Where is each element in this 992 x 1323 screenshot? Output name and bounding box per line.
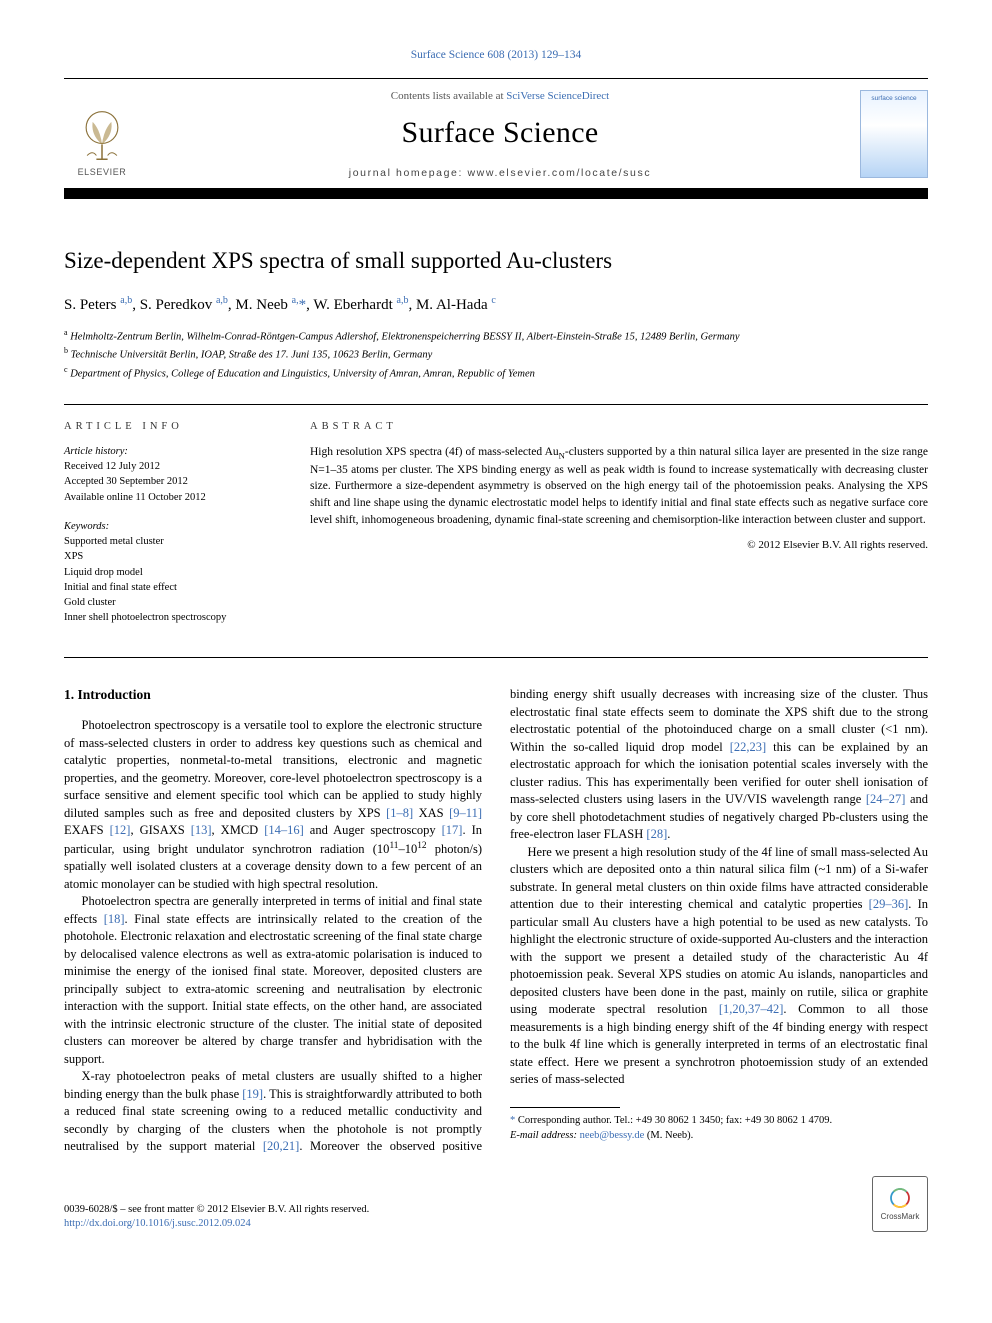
authors-line: S. Peters a,b, S. Peredkov a,b, M. Neeb …	[64, 294, 928, 315]
footnote-email-link[interactable]: neeb@bessy.de	[580, 1130, 645, 1141]
doi-link[interactable]: http://dx.doi.org/10.1016/j.susc.2012.09…	[64, 1218, 251, 1229]
keyword: Supported metal cluster	[64, 536, 164, 547]
crossmark-badge[interactable]: CrossMark	[872, 1176, 928, 1232]
journal-cover-thumbnail: surface science	[860, 90, 928, 178]
contents-available-line: Contents lists available at SciVerse Sci…	[158, 89, 842, 104]
header-black-bar	[64, 189, 928, 199]
footnote-email-who: (M. Neeb).	[644, 1130, 693, 1141]
elsevier-logo: ELSEVIER	[64, 90, 140, 178]
article-info-column: ARTICLE INFO Article history: Received 1…	[64, 419, 274, 640]
cover-thumb-label: surface science	[871, 95, 916, 104]
rule-bottom	[64, 657, 928, 658]
history-line: Available online 11 October 2012	[64, 492, 206, 503]
star-icon: *	[510, 1115, 515, 1126]
article-info-label: ARTICLE INFO	[64, 419, 274, 434]
affiliations: a Helmholtz-Zentrum Berlin, Wilhelm-Conr…	[64, 327, 928, 382]
footer-left: 0039-6028/$ – see front matter © 2012 El…	[64, 1203, 369, 1232]
corresponding-author-footnote: * Corresponding author. Tel.: +49 30 806…	[510, 1114, 928, 1143]
abstract-text: High resolution XPS spectra (4f) of mass…	[310, 444, 928, 528]
journal-header: ELSEVIER Contents lists available at Sci…	[64, 78, 928, 190]
body-two-column: 1. Introduction Photoelectron spectrosco…	[64, 686, 928, 1156]
info-abstract-row: ARTICLE INFO Article history: Received 1…	[64, 405, 928, 658]
article-title: Size-dependent XPS spectra of small supp…	[64, 247, 928, 276]
history-line: Received 12 July 2012	[64, 461, 160, 472]
journal-reference: Surface Science 608 (2013) 129–134	[64, 48, 928, 64]
keywords-block: Keywords: Supported metal cluster XPS Li…	[64, 519, 274, 626]
abstract-label: ABSTRACT	[310, 419, 928, 434]
crossmark-label: CrossMark	[881, 1212, 920, 1223]
crossmark-icon	[888, 1186, 912, 1210]
keyword: XPS	[64, 551, 83, 562]
issn-line: 0039-6028/$ – see front matter © 2012 El…	[64, 1204, 369, 1215]
page-footer: 0039-6028/$ – see front matter © 2012 El…	[64, 1176, 928, 1232]
history-line: Accepted 30 September 2012	[64, 476, 188, 487]
sciencedirect-link[interactable]: SciVerse ScienceDirect	[506, 90, 609, 102]
abstract-copyright: © 2012 Elsevier B.V. All rights reserved…	[310, 538, 928, 554]
elsevier-tree-icon	[74, 107, 130, 163]
abstract-column: ABSTRACT High resolution XPS spectra (4f…	[310, 419, 928, 640]
keyword: Gold cluster	[64, 597, 116, 608]
journal-title: Surface Science	[158, 113, 842, 154]
contents-prefix: Contents lists available at	[391, 90, 506, 102]
body-paragraph: Photoelectron spectroscopy is a versatil…	[64, 717, 482, 893]
article-history-label: Article history:	[64, 446, 128, 457]
keyword: Inner shell photoelectron spectroscopy	[64, 612, 226, 623]
keyword: Initial and final state effect	[64, 582, 177, 593]
footnote-corr-text: Corresponding author. Tel.: +49 30 8062 …	[518, 1115, 832, 1126]
header-center: Contents lists available at SciVerse Sci…	[158, 89, 842, 181]
keywords-label: Keywords:	[64, 521, 109, 532]
footnote-rule	[510, 1107, 620, 1108]
article-history-block: Article history: Received 12 July 2012 A…	[64, 444, 274, 505]
journal-homepage: journal homepage: www.elsevier.com/locat…	[158, 166, 842, 180]
keyword: Liquid drop model	[64, 567, 143, 578]
elsevier-wordmark: ELSEVIER	[78, 166, 127, 178]
footnote-email-label: E-mail address:	[510, 1130, 580, 1141]
body-paragraph: Here we present a high resolution study …	[510, 844, 928, 1089]
section-heading-introduction: 1. Introduction	[64, 686, 482, 705]
body-paragraph: Photoelectron spectra are generally inte…	[64, 893, 482, 1068]
